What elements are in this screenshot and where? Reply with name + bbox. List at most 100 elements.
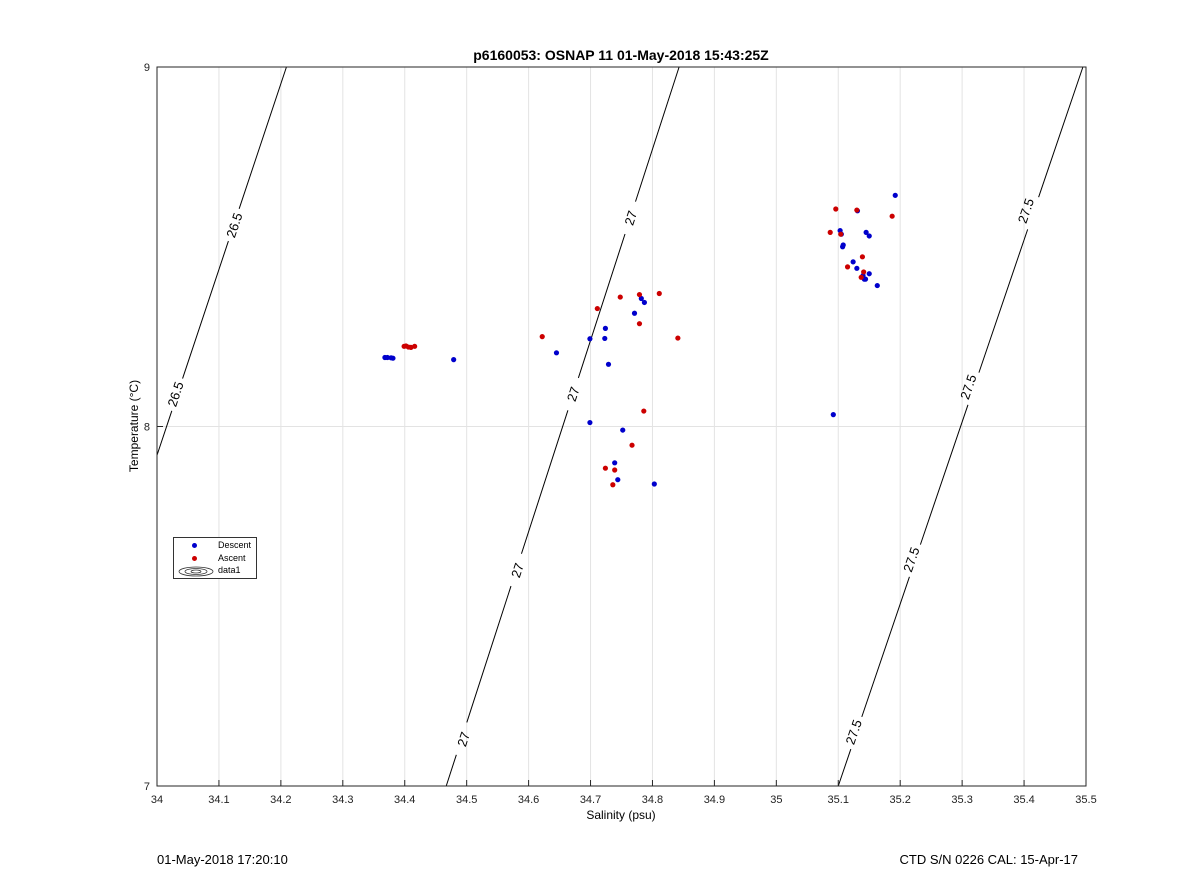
descent-point (892, 192, 898, 198)
ascent-point (539, 334, 545, 340)
ascent-point (594, 305, 600, 312)
descent-point (850, 259, 856, 265)
contour-line-segment (978, 229, 1029, 373)
x-tick-label: 34.5 (456, 794, 477, 806)
ascent-point (859, 254, 866, 260)
x-tick-label: 34.6 (518, 794, 539, 806)
descent-point (874, 282, 880, 289)
descent-point (553, 350, 560, 356)
x-tick-label: 35.1 (828, 794, 849, 806)
x-tick-label: 34 (151, 794, 163, 806)
y-tick-label: 9 (144, 62, 150, 74)
x-axis-label: Salinity (psu) (586, 808, 655, 822)
footer-calibration: CTD S/N 0226 CAL: 15-Apr-17 (899, 852, 1078, 867)
ascent-point (612, 467, 618, 473)
x-tick-label: 35 (770, 794, 782, 806)
y-tick-label: 7 (144, 781, 150, 793)
legend-label-data1: data1 (218, 565, 241, 575)
contour-line-segment (182, 240, 229, 379)
x-tick-label: 35.4 (1013, 794, 1034, 806)
contour-line-segment (466, 585, 512, 723)
contour-line-segment (577, 233, 626, 379)
legend-item-ascent: Ascent (174, 553, 256, 566)
descent-point (830, 412, 836, 418)
ascent-point (861, 269, 867, 275)
ascent-point (602, 465, 608, 471)
legend-label-ascent: Ascent (218, 553, 246, 563)
descent-point (602, 335, 608, 342)
axis-ticks: 34 34.1 34.2 34.3 34.4 34.5 34.6 34.7 34.8 34.9 35… (144, 62, 1097, 806)
contour-label: 27 (564, 385, 583, 403)
legend-item-data1: data1 (174, 565, 256, 578)
descent-point (612, 460, 618, 466)
contour-line-segment (919, 404, 969, 545)
legend-item-descent: Descent (174, 540, 256, 553)
contour-line-segment (445, 754, 457, 787)
x-tick-label: 34.2 (270, 794, 291, 806)
ascent-point (844, 264, 851, 270)
contour-line-segment (1038, 66, 1084, 198)
descent-point (451, 357, 457, 363)
descent-point (641, 299, 648, 306)
descent-point (840, 242, 846, 248)
descent-point (605, 361, 612, 367)
contour-line-segment (238, 66, 287, 209)
x-tick-label: 35.5 (1075, 794, 1096, 806)
contour-label: 27.5 (900, 545, 922, 574)
contour-label: 27.5 (843, 718, 865, 747)
x-tick-label: 34.8 (642, 794, 663, 806)
ascent-point (617, 294, 623, 300)
descent-point (866, 233, 872, 239)
contour-label: 27 (621, 209, 640, 227)
contour-label: 27 (508, 561, 527, 579)
descent-point (631, 310, 638, 316)
x-tick-label: 35.3 (951, 794, 972, 806)
ascent-point (412, 343, 418, 349)
ascent-point (636, 321, 643, 327)
ascent-point (854, 207, 860, 213)
ascent-point (641, 408, 647, 414)
descent-point (602, 325, 608, 331)
contour-label: 26.5 (164, 380, 186, 409)
ascent-point (838, 231, 844, 237)
descent-point (863, 229, 869, 235)
contour-line-segment (861, 576, 910, 718)
descent-point (587, 336, 593, 342)
x-tick-label: 35.2 (889, 794, 910, 806)
footer-timestamp: 01-May-2018 17:20:10 (157, 852, 288, 867)
x-tick-label: 34.9 (704, 794, 725, 806)
x-tick-label: 34.4 (394, 794, 415, 806)
descent-point (620, 427, 626, 433)
ascent-point (827, 229, 833, 235)
descent-point (651, 481, 657, 487)
descent-point (862, 276, 869, 282)
data-points (382, 192, 898, 488)
descent-marker-icon (192, 543, 197, 548)
descent-point (390, 355, 396, 361)
contour-label: 26.5 (223, 211, 245, 240)
descent-point (866, 271, 872, 277)
x-tick-label: 34.7 (580, 794, 601, 806)
contour-ellipse-icon (178, 566, 214, 577)
contour-line-segment (156, 410, 173, 456)
x-tick-label: 34.3 (332, 794, 353, 806)
ascent-point (675, 335, 681, 341)
contour-line-segment (635, 66, 680, 202)
ascent-point (656, 290, 662, 297)
legend: Descent Ascent data1 (173, 537, 257, 579)
contour-label: 27.5 (957, 373, 979, 402)
descent-point (854, 265, 860, 271)
ascent-point (833, 206, 839, 212)
y-axis-label: Temperature (°C) (127, 380, 141, 472)
contour-label: 27.5 (1015, 196, 1037, 225)
contour-label: 27 (454, 730, 473, 748)
contour-line-segment (520, 410, 569, 554)
grid-lines (156, 66, 1087, 787)
ascent-point (610, 482, 616, 488)
x-tick-label: 34.1 (208, 794, 229, 806)
descent-point (587, 419, 593, 426)
ascent-point (889, 213, 895, 219)
ascent-point (858, 274, 864, 280)
chart-title: p6160053: OSNAP 11 01-May-2018 15:43:25Z (473, 47, 769, 63)
